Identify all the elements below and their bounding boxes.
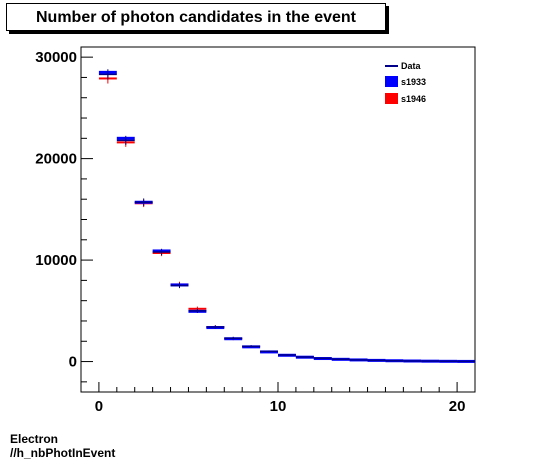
legend-s1946-label: s1946 [401,94,426,104]
legend-data-label: Data [401,61,422,71]
legend-s1933-swatch [385,76,398,87]
y-tick-label: 20000 [35,151,77,168]
legend-s1933-label: s1933 [401,77,426,87]
x-tick-label: 10 [270,398,287,415]
footer-category: Electron [10,432,59,446]
y-tick-label: 30000 [35,49,77,66]
y-tick-label: 10000 [35,252,77,269]
chart-title: Number of photon candidates in the event [35,9,357,26]
legend-s1946-swatch [385,93,398,104]
title-box: Number of photon candidates in the event [6,3,386,31]
x-tick-label: 0 [95,398,103,415]
footer-histogram-path: //h_nbPhotInEvent [10,446,116,460]
y-tick-label: 0 [69,354,77,371]
x-tick-label: 20 [449,398,466,415]
